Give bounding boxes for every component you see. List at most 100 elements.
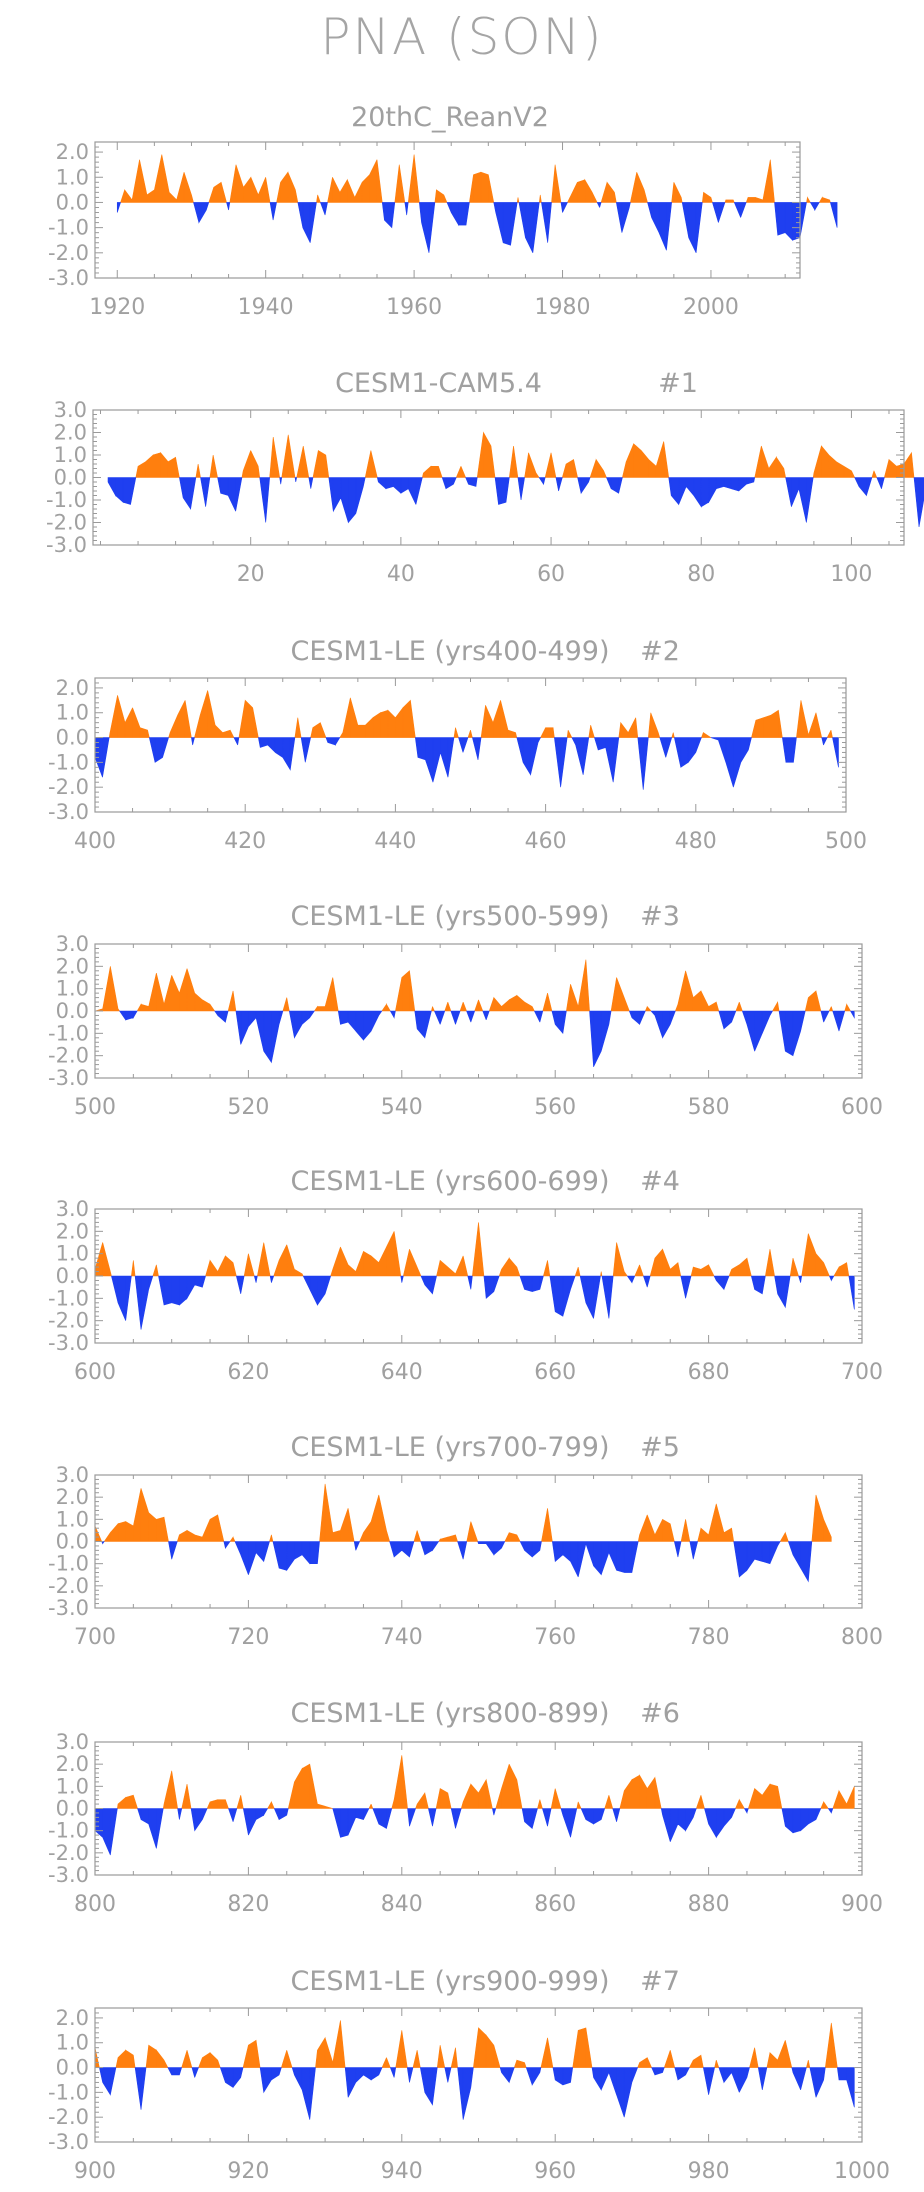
y-tick-label: -1.0 (48, 1021, 89, 1045)
y-tick-label: 0.0 (56, 1797, 89, 1821)
chart-panel-2: CESM1-CAM5.4 #1 -3.0-2.0-1.00.01.02.03.0 20… (46, 368, 924, 587)
y-tick-label: -1.0 (48, 750, 89, 774)
y-tick-label: -3.0 (48, 800, 89, 824)
panel-run-label: #1 (658, 368, 698, 399)
x-tick-label: 80 (687, 562, 715, 587)
x-tick-label: 1920 (89, 295, 145, 320)
x-tick-label: 720 (227, 1625, 269, 1650)
chart-panel-1: 20thC_ReanV2 -3.0-2.0-1.00.01.02.0 1920 194… (48, 102, 838, 320)
y-tick-label: -2.0 (48, 775, 89, 799)
x-tick-label: 880 (688, 1892, 730, 1917)
x-tick-label: 40 (387, 562, 415, 587)
x-tick-label: 2000 (683, 295, 739, 320)
negative-area (94, 1808, 834, 1856)
y-tick-label: 2.0 (54, 421, 87, 445)
y-tick-label: 3.0 (54, 398, 87, 422)
x-tick-label: 840 (381, 1892, 423, 1917)
negative-area (116, 202, 838, 253)
panel-title: CESM1-LE (yrs900-999) (291, 1966, 610, 1997)
positive-area (116, 1755, 855, 1809)
x-tick-label: 660 (534, 1360, 576, 1385)
x-tick-label: 620 (227, 1360, 269, 1385)
y-tick-label: -2.0 (48, 2105, 89, 2129)
positive-area (135, 431, 915, 478)
y-tick-label: 2.0 (56, 1752, 89, 1776)
y-tick-label: -1.0 (48, 2080, 89, 2104)
negative-area (118, 1010, 855, 1067)
x-tick-label: 700 (74, 1625, 116, 1650)
y-tick-label: 2.0 (56, 954, 89, 978)
panel-run-label: #6 (640, 1698, 680, 1729)
y-tick-label: 0.0 (56, 726, 89, 750)
panel-title: CESM1-LE (yrs800-899) (291, 1698, 610, 1729)
x-tick-label: 500 (74, 1095, 116, 1120)
y-tick-label: -2.0 (46, 511, 87, 535)
x-tick-label: 100 (830, 562, 872, 587)
x-tick-label: 640 (381, 1360, 423, 1385)
y-tick-label: 2.0 (56, 676, 89, 700)
x-tick-label: 600 (841, 1095, 883, 1120)
y-tick-label: 3.0 (56, 1197, 89, 1221)
y-tick-label: -2.0 (48, 1841, 89, 1865)
x-tick-label: 420 (224, 829, 266, 854)
y-tick-label: 1.0 (56, 1242, 89, 1266)
y-tick-label: 3.0 (56, 932, 89, 956)
panel-run-label: #4 (640, 1166, 680, 1197)
panel-run-label: #3 (640, 901, 680, 932)
x-tick-label: 860 (534, 1892, 576, 1917)
y-tick-label: -1.0 (48, 216, 89, 240)
y-tick-label: 3.0 (56, 1730, 89, 1754)
y-tick-label: 0.0 (56, 999, 89, 1023)
panel-run-label: #7 (640, 1966, 680, 1997)
x-tick-label: 740 (381, 1625, 423, 1650)
y-tick-label: 2.0 (56, 140, 89, 164)
panel-run-label: #2 (640, 636, 680, 667)
x-tick-label: 500 (825, 829, 867, 854)
positive-area (94, 959, 852, 1012)
y-tick-label: -3.0 (48, 1596, 89, 1620)
x-tick-label: 900 (74, 2159, 116, 2184)
positive-area (94, 1222, 850, 1277)
y-tick-label: -3.0 (48, 266, 89, 290)
y-tick-label: -2.0 (48, 1044, 89, 1068)
chart-panel-3: CESM1-LE (yrs400-499) #2 -3.0-2.0-1.00.01.… (48, 636, 867, 854)
panel-title: CESM1-LE (yrs500-599) (291, 901, 610, 932)
x-tick-label: 960 (534, 2159, 576, 2184)
y-tick-label: 0.0 (56, 2056, 89, 2080)
x-tick-label: 540 (381, 1095, 423, 1120)
panel-title: CESM1-LE (yrs700-799) (291, 1432, 610, 1463)
chart-panel-8: CESM1-LE (yrs900-999) #7 -3.0-2.0-1.00.01.… (48, 1966, 890, 2184)
y-tick-label: 2.0 (56, 2006, 89, 2030)
y-tick-label: 0.0 (56, 190, 89, 214)
positive-area (108, 690, 833, 738)
y-tick-label: -3.0 (48, 2130, 89, 2154)
y-tick-label: 3.0 (56, 1463, 89, 1487)
x-tick-label: 980 (688, 2159, 730, 2184)
y-tick-label: -1.0 (48, 1286, 89, 1310)
x-tick-label: 1000 (834, 2159, 890, 2184)
panel-title: CESM1-CAM5.4 (335, 368, 542, 399)
y-tick-label: -3.0 (48, 1066, 89, 1090)
panel-title: 20thC_ReanV2 (351, 102, 549, 133)
x-tick-label: 940 (381, 2159, 423, 2184)
chart-panel-4: CESM1-LE (yrs500-599) #3 -3.0-2.0-1.00.01.… (48, 901, 883, 1120)
y-tick-label: 1.0 (56, 977, 89, 1001)
y-tick-label: -3.0 (46, 533, 87, 557)
x-tick-label: 1940 (238, 295, 294, 320)
positive-area (94, 1483, 832, 1542)
x-tick-label: 60 (537, 562, 565, 587)
y-tick-label: 1.0 (56, 1507, 89, 1531)
negative-area (101, 1541, 813, 1583)
y-tick-label: 0.0 (56, 1264, 89, 1288)
y-tick-label: -2.0 (48, 1309, 89, 1333)
x-tick-label: 820 (227, 1892, 269, 1917)
y-tick-label: 1.0 (54, 443, 87, 467)
panel-title: CESM1-LE (yrs600-699) (291, 1166, 610, 1197)
chart-panel-5: CESM1-LE (yrs600-699) #4 -3.0-2.0-1.00.01.… (48, 1166, 883, 1385)
x-tick-label: 700 (841, 1360, 883, 1385)
positive-area (94, 2020, 838, 2068)
plot-frame (94, 141, 801, 279)
y-tick-label: 1.0 (56, 165, 89, 189)
negative-area (94, 737, 839, 790)
